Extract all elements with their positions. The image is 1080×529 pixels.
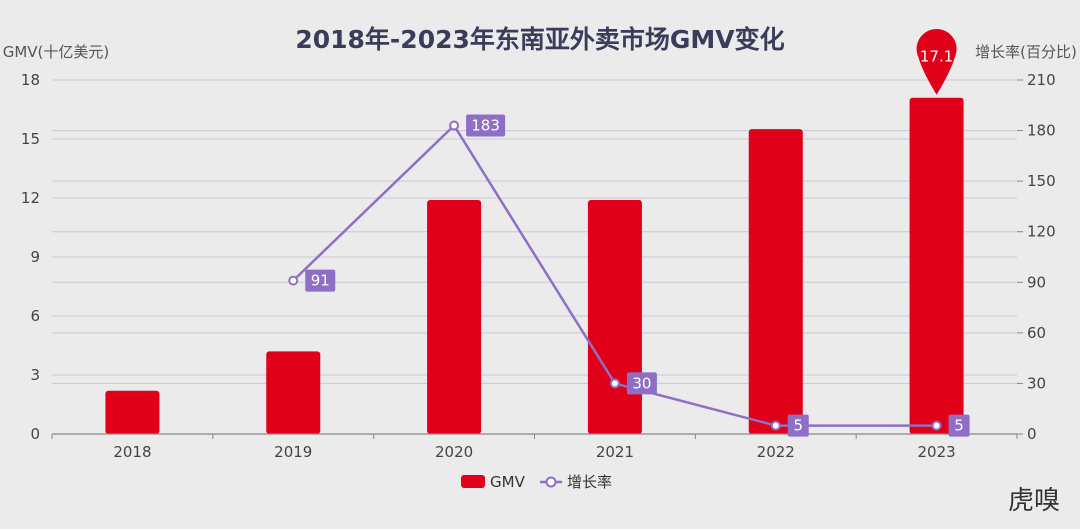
legend-gmv-label: GMV — [490, 473, 526, 491]
y-tick-label: 12 — [21, 189, 40, 207]
y2-axis-title: 增长率(百分比) — [975, 43, 1077, 61]
growth-line — [288, 120, 942, 431]
growth-point — [288, 275, 299, 286]
chart-title: 2018年-2023年东南亚外卖市场GMV变化 — [295, 25, 784, 54]
growth-data-label: 91 — [311, 272, 330, 290]
gmv-bars — [105, 97, 964, 434]
data-labels: 91 183 30 5 5 17.1 — [305, 28, 970, 437]
y-axis-ticks: 0 3 6 9 12 15 18 — [21, 71, 40, 443]
growth-data-label: 183 — [471, 117, 500, 135]
growth-data-label: 5 — [954, 417, 964, 435]
growth-label-box — [787, 414, 809, 437]
y2-tick-label: 90 — [1027, 273, 1046, 291]
growth-point — [609, 378, 620, 389]
bar-label-pin — [916, 28, 957, 95]
y-tick-label: 6 — [30, 307, 40, 325]
growth-label-box — [305, 269, 336, 292]
growth-label-box — [948, 414, 970, 437]
y-tick-label: 3 — [30, 366, 40, 384]
growth-label-box — [626, 372, 657, 395]
y2-tick-label: 150 — [1027, 172, 1056, 190]
legend-growth-label: 增长率 — [567, 473, 612, 491]
x-tick-label-2021: 2021 — [596, 443, 634, 461]
y-tick-label: 15 — [21, 130, 40, 148]
legend: GMV 增长率 — [461, 473, 612, 491]
y2-tick-label: 180 — [1027, 122, 1056, 140]
bar-data-label: 17.1 — [920, 48, 953, 66]
legend-growth-swatch-marker — [545, 476, 557, 488]
y2-tick-label: 30 — [1027, 374, 1046, 392]
bar-gmv-2018 — [105, 390, 160, 434]
x-tick-label-2022: 2022 — [757, 443, 795, 461]
gridlines — [52, 79, 1017, 384]
y2-tick-label: 60 — [1027, 324, 1046, 342]
y2-tick-label: 0 — [1027, 425, 1037, 443]
x-tick-label-2018: 2018 — [113, 443, 151, 461]
watermark-logo: 虎嗅 — [1007, 486, 1060, 516]
x-tick-label-2019: 2019 — [274, 443, 312, 461]
y-tick-label: 0 — [30, 425, 40, 443]
legend-gmv-swatch — [461, 475, 485, 488]
x-axis: 2018 2019 2020 2021 2022 2023 — [51, 433, 1018, 461]
growth-data-label: 30 — [632, 374, 651, 392]
y2-tick-label: 120 — [1027, 223, 1056, 241]
growth-label-box — [466, 114, 506, 137]
x-tick-label-2023: 2023 — [917, 443, 955, 461]
bar-gmv-2022 — [748, 129, 803, 434]
y-tick-label: 18 — [21, 71, 40, 89]
growth-point — [931, 420, 942, 431]
bar-gmv-2020 — [427, 199, 482, 434]
growth-point — [770, 420, 781, 431]
y2-axis-ticks: 0 30 60 90 120 150 180 210 — [1017, 71, 1056, 443]
growth-point — [449, 120, 460, 131]
bar-gmv-2019 — [266, 351, 321, 434]
bar-gmv-2021 — [587, 199, 642, 434]
x-tick-label-2020: 2020 — [435, 443, 473, 461]
y2-tick-label: 210 — [1027, 71, 1056, 89]
bar-gmv-2023 — [909, 97, 964, 434]
y-tick-label: 9 — [30, 248, 40, 266]
y-axis-title: GMV(十亿美元) — [3, 43, 110, 61]
growth-data-label: 5 — [793, 417, 803, 435]
